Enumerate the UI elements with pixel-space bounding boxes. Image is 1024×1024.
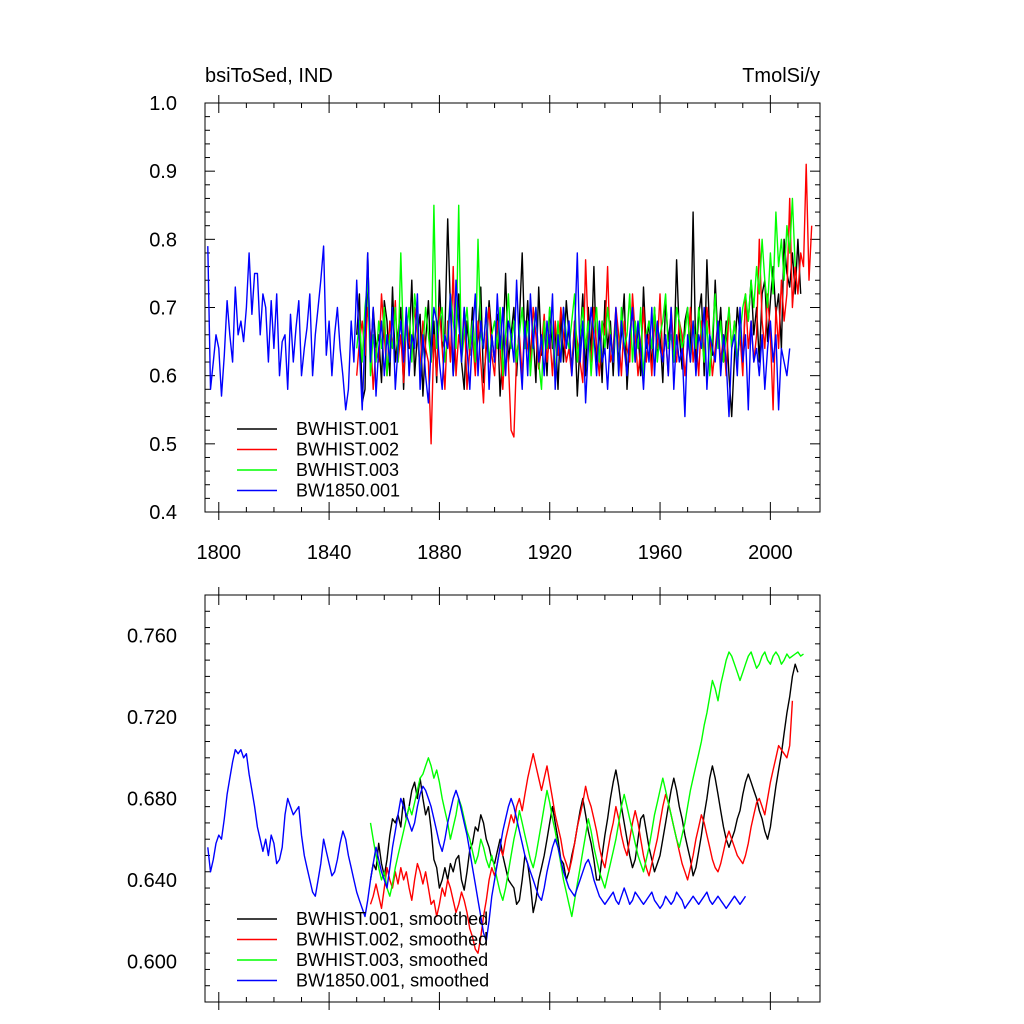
x-tick-label: 2000 [748, 542, 793, 564]
y-tick-label: 0.6 [149, 366, 177, 388]
y-tick-label: 1.0 [149, 93, 177, 115]
legend-label: BWHIST.003, smoothed [296, 950, 488, 970]
chart-title-right: TmolSi/y [742, 65, 820, 87]
y-tick-label: 0.5 [149, 434, 177, 456]
legend-label: BW1850.001, smoothed [296, 971, 489, 991]
x-tick-label: 1800 [197, 542, 242, 564]
y-tick-label: 0.9 [149, 161, 177, 183]
legend-label: BWHIST.001, smoothed [296, 909, 488, 929]
y-tick-label: 0.7 [149, 298, 177, 320]
series-line-bwhist-003 [356, 197, 796, 390]
series-line-bwhist-002-smoothed [369, 700, 794, 954]
y-tick-label: 0.600 [127, 951, 177, 973]
series-line-bw1850-001-smoothed [207, 749, 747, 942]
x-tick-label: 1840 [307, 542, 352, 564]
series-line-bw1850-001 [207, 245, 791, 418]
y-tick-label: 0.720 [127, 707, 177, 729]
y-tick-label: 0.680 [127, 789, 177, 811]
series-line-bwhist-001-smoothed [369, 663, 799, 914]
legend-label: BW1850.001 [296, 481, 400, 501]
legend-label: BWHIST.001 [296, 419, 399, 439]
x-tick-label: 1880 [417, 542, 462, 564]
top-panel: 1800 1840 1880 1920 1960 2000 0.4 0.5 0.6 0.7 0.8 0… [149, 65, 821, 564]
y-tick-label: 0.760 [127, 626, 177, 648]
plot-frame [204, 594, 821, 1003]
legend-label: BWHIST.002, smoothed [296, 930, 488, 950]
x-tick-label: 1960 [638, 542, 683, 564]
y-tick-label: 0.640 [127, 870, 177, 892]
y-tick-label: 0.4 [149, 502, 177, 524]
chart-title-left: bsiToSed, IND [205, 65, 333, 87]
series-line-bwhist-003-smoothed [369, 651, 804, 918]
y-tick-label: 0.8 [149, 229, 177, 251]
legend-label: BWHIST.003 [296, 460, 399, 480]
legend-label: BWHIST.002 [296, 440, 399, 460]
bottom-panel: 0.600 0.640 0.680 0.720 0.760 BWHIST.001, smo… [127, 587, 821, 1010]
x-tick-label: 1920 [527, 542, 572, 564]
